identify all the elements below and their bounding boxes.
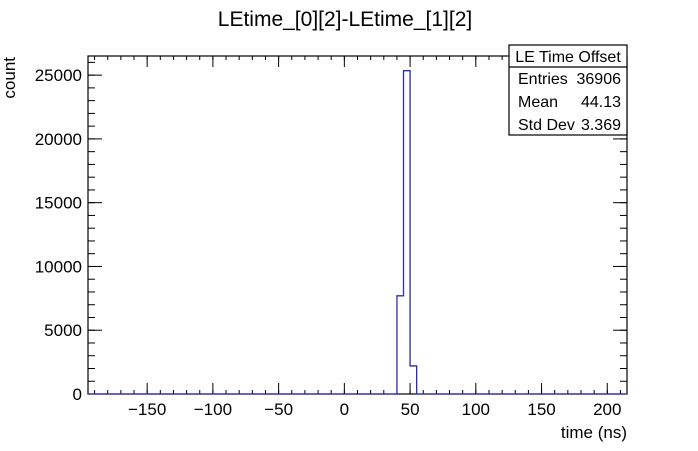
x-tick-label: −50 xyxy=(264,400,293,419)
stats-box-title: LE Time Offset xyxy=(515,49,621,66)
stats-mean-label: Mean xyxy=(518,94,558,111)
y-tick-label: 5000 xyxy=(44,321,82,340)
stats-stddev-label: Std Dev xyxy=(518,117,575,134)
plot-axes: −150 −100 −50 0 50 100 150 200 0 5000 10000 15000 20… xyxy=(35,55,628,419)
x-tick-label: 150 xyxy=(527,400,555,419)
y-tick-label: 20000 xyxy=(35,130,82,149)
x-tick-label: 50 xyxy=(401,400,420,419)
x-tick-label: 100 xyxy=(462,400,490,419)
histogram-series xyxy=(88,70,627,395)
x-tick-label: −100 xyxy=(194,400,232,419)
stats-box: LE Time Offset Entries 36906 Mean 44.13 … xyxy=(508,44,628,136)
y-tick-label: 15000 xyxy=(35,194,82,213)
stats-stddev-value: 3.369 xyxy=(581,117,621,134)
x-tick-label: −150 xyxy=(128,400,166,419)
stats-box-frame xyxy=(508,44,628,136)
y-tick-label: 0 xyxy=(73,385,82,404)
y-tick-label: 25000 xyxy=(35,66,82,85)
y-tick-label: 10000 xyxy=(35,257,82,276)
chart-title: LEtime_[0][2]-LEtime_[1][2] xyxy=(218,8,472,31)
y-axis-label: count xyxy=(0,57,19,99)
stats-entries-value: 36906 xyxy=(577,71,622,88)
x-tick-label: 0 xyxy=(340,400,349,419)
x-tick-label: 200 xyxy=(593,400,621,419)
x-axis-label: time (ns) xyxy=(561,423,627,442)
stats-entries-label: Entries xyxy=(518,71,568,88)
stats-mean-value: 44.13 xyxy=(581,94,621,111)
